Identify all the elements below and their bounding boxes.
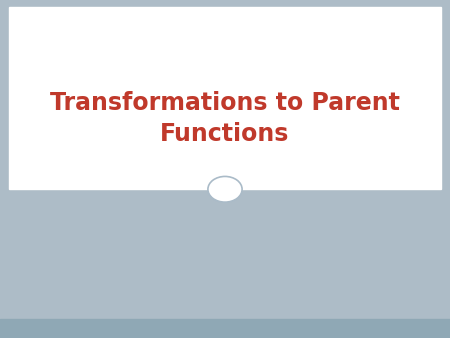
Bar xyxy=(0,319,450,338)
Bar xyxy=(9,7,441,189)
Circle shape xyxy=(208,176,242,202)
Text: Transformations to Parent
Functions: Transformations to Parent Functions xyxy=(50,91,400,146)
